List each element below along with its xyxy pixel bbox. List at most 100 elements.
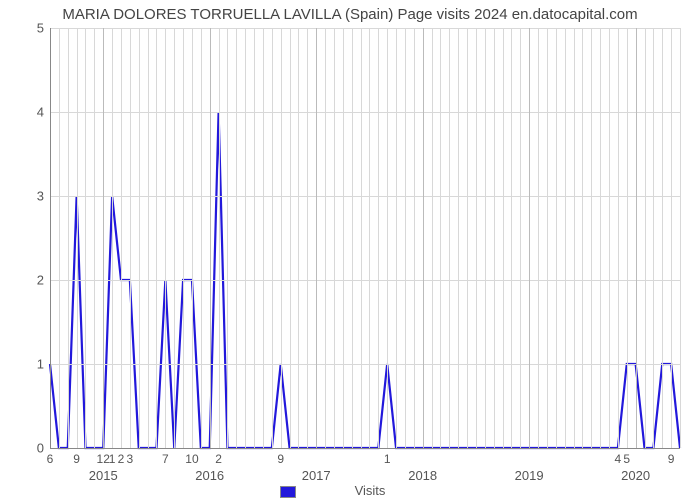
- x-tick-minor: 7: [162, 452, 169, 466]
- gridline-v: [458, 28, 459, 448]
- gridline-h: [50, 280, 680, 281]
- gridline-v: [609, 28, 610, 448]
- plot-area: [50, 28, 680, 448]
- y-tick-label: 3: [4, 189, 44, 204]
- gridline-h: [50, 196, 680, 197]
- gridline-v: [148, 28, 149, 448]
- gridline-v: [192, 28, 193, 448]
- gridline-v: [156, 28, 157, 448]
- x-tick-minor: 10: [185, 452, 198, 466]
- gridline-v: [556, 28, 557, 448]
- gridline-v: [77, 28, 78, 448]
- gridline-v: [183, 28, 184, 448]
- x-tick-year: 2015: [89, 468, 118, 483]
- gridline-v: [449, 28, 450, 448]
- gridline-v: [565, 28, 566, 448]
- y-tick-label: 0: [4, 441, 44, 456]
- x-tick-minor: 1: [384, 452, 391, 466]
- x-tick-minor: 9: [73, 452, 80, 466]
- gridline-v: [671, 28, 672, 448]
- x-tick-year: 2020: [621, 468, 650, 483]
- x-tick-year: 2018: [408, 468, 437, 483]
- gridline-year: [210, 28, 211, 448]
- gridline-v: [343, 28, 344, 448]
- gridline-v: [600, 28, 601, 448]
- gridline-v: [574, 28, 575, 448]
- chart-title: MARIA DOLORES TORRUELLA LAVILLA (Spain) …: [0, 6, 700, 23]
- gridline-v: [130, 28, 131, 448]
- gridline-v: [281, 28, 282, 448]
- x-tick-year: 2017: [302, 468, 331, 483]
- gridline-v: [476, 28, 477, 448]
- gridline-v: [361, 28, 362, 448]
- gridline-h: [50, 112, 680, 113]
- gridline-v: [201, 28, 202, 448]
- gridline-v: [662, 28, 663, 448]
- gridline-year: [423, 28, 424, 448]
- y-tick-label: 2: [4, 273, 44, 288]
- y-tick-label: 4: [4, 105, 44, 120]
- gridline-year: [316, 28, 317, 448]
- gridline-v: [591, 28, 592, 448]
- gridline-v: [680, 28, 681, 448]
- gridline-v: [165, 28, 166, 448]
- gridline-h: [50, 364, 680, 365]
- gridline-v: [227, 28, 228, 448]
- gridline-v: [653, 28, 654, 448]
- gridline-v: [503, 28, 504, 448]
- gridline-v: [645, 28, 646, 448]
- gridline-v: [236, 28, 237, 448]
- y-tick-label: 1: [4, 357, 44, 372]
- x-tick-minor: 2: [118, 452, 125, 466]
- gridline-v: [582, 28, 583, 448]
- gridline-v: [334, 28, 335, 448]
- x-tick-minor: 5: [623, 452, 630, 466]
- gridline-h: [50, 28, 680, 29]
- gridline-v: [94, 28, 95, 448]
- x-tick-year: 2016: [195, 468, 224, 483]
- gridline-v: [263, 28, 264, 448]
- gridline-v: [627, 28, 628, 448]
- x-tick-minor: 1: [109, 452, 116, 466]
- gridline-v: [369, 28, 370, 448]
- gridline-v: [467, 28, 468, 448]
- gridline-v: [68, 28, 69, 448]
- gridline-v: [112, 28, 113, 448]
- y-axis-line: [50, 28, 51, 448]
- gridline-v: [414, 28, 415, 448]
- gridline-v: [219, 28, 220, 448]
- x-axis-label: Visits: [20, 483, 700, 498]
- gridline-v: [245, 28, 246, 448]
- x-tick-minor: 2: [215, 452, 222, 466]
- x-tick-minor: 9: [668, 452, 675, 466]
- gridline-v: [538, 28, 539, 448]
- gridline-v: [121, 28, 122, 448]
- gridline-v: [387, 28, 388, 448]
- x-tick-minor: 4: [615, 452, 622, 466]
- gridline-year: [103, 28, 104, 448]
- gridline-v: [378, 28, 379, 448]
- y-tick-label: 5: [4, 21, 44, 36]
- gridline-v: [494, 28, 495, 448]
- gridline-v: [272, 28, 273, 448]
- gridline-v: [520, 28, 521, 448]
- gridline-year: [636, 28, 637, 448]
- line-series: [50, 28, 680, 448]
- gridline-v: [298, 28, 299, 448]
- gridline-v: [290, 28, 291, 448]
- gridline-v: [307, 28, 308, 448]
- gridline-v: [405, 28, 406, 448]
- gridline-year: [529, 28, 530, 448]
- gridline-v: [325, 28, 326, 448]
- gridline-v: [59, 28, 60, 448]
- x-axis-line: [50, 448, 680, 449]
- gridline-v: [85, 28, 86, 448]
- gridline-v: [511, 28, 512, 448]
- x-tick-minor: 9: [277, 452, 284, 466]
- gridline-v: [174, 28, 175, 448]
- x-tick-minor: 3: [127, 452, 134, 466]
- gridline-v: [485, 28, 486, 448]
- gridline-v: [352, 28, 353, 448]
- gridline-v: [139, 28, 140, 448]
- gridline-v: [547, 28, 548, 448]
